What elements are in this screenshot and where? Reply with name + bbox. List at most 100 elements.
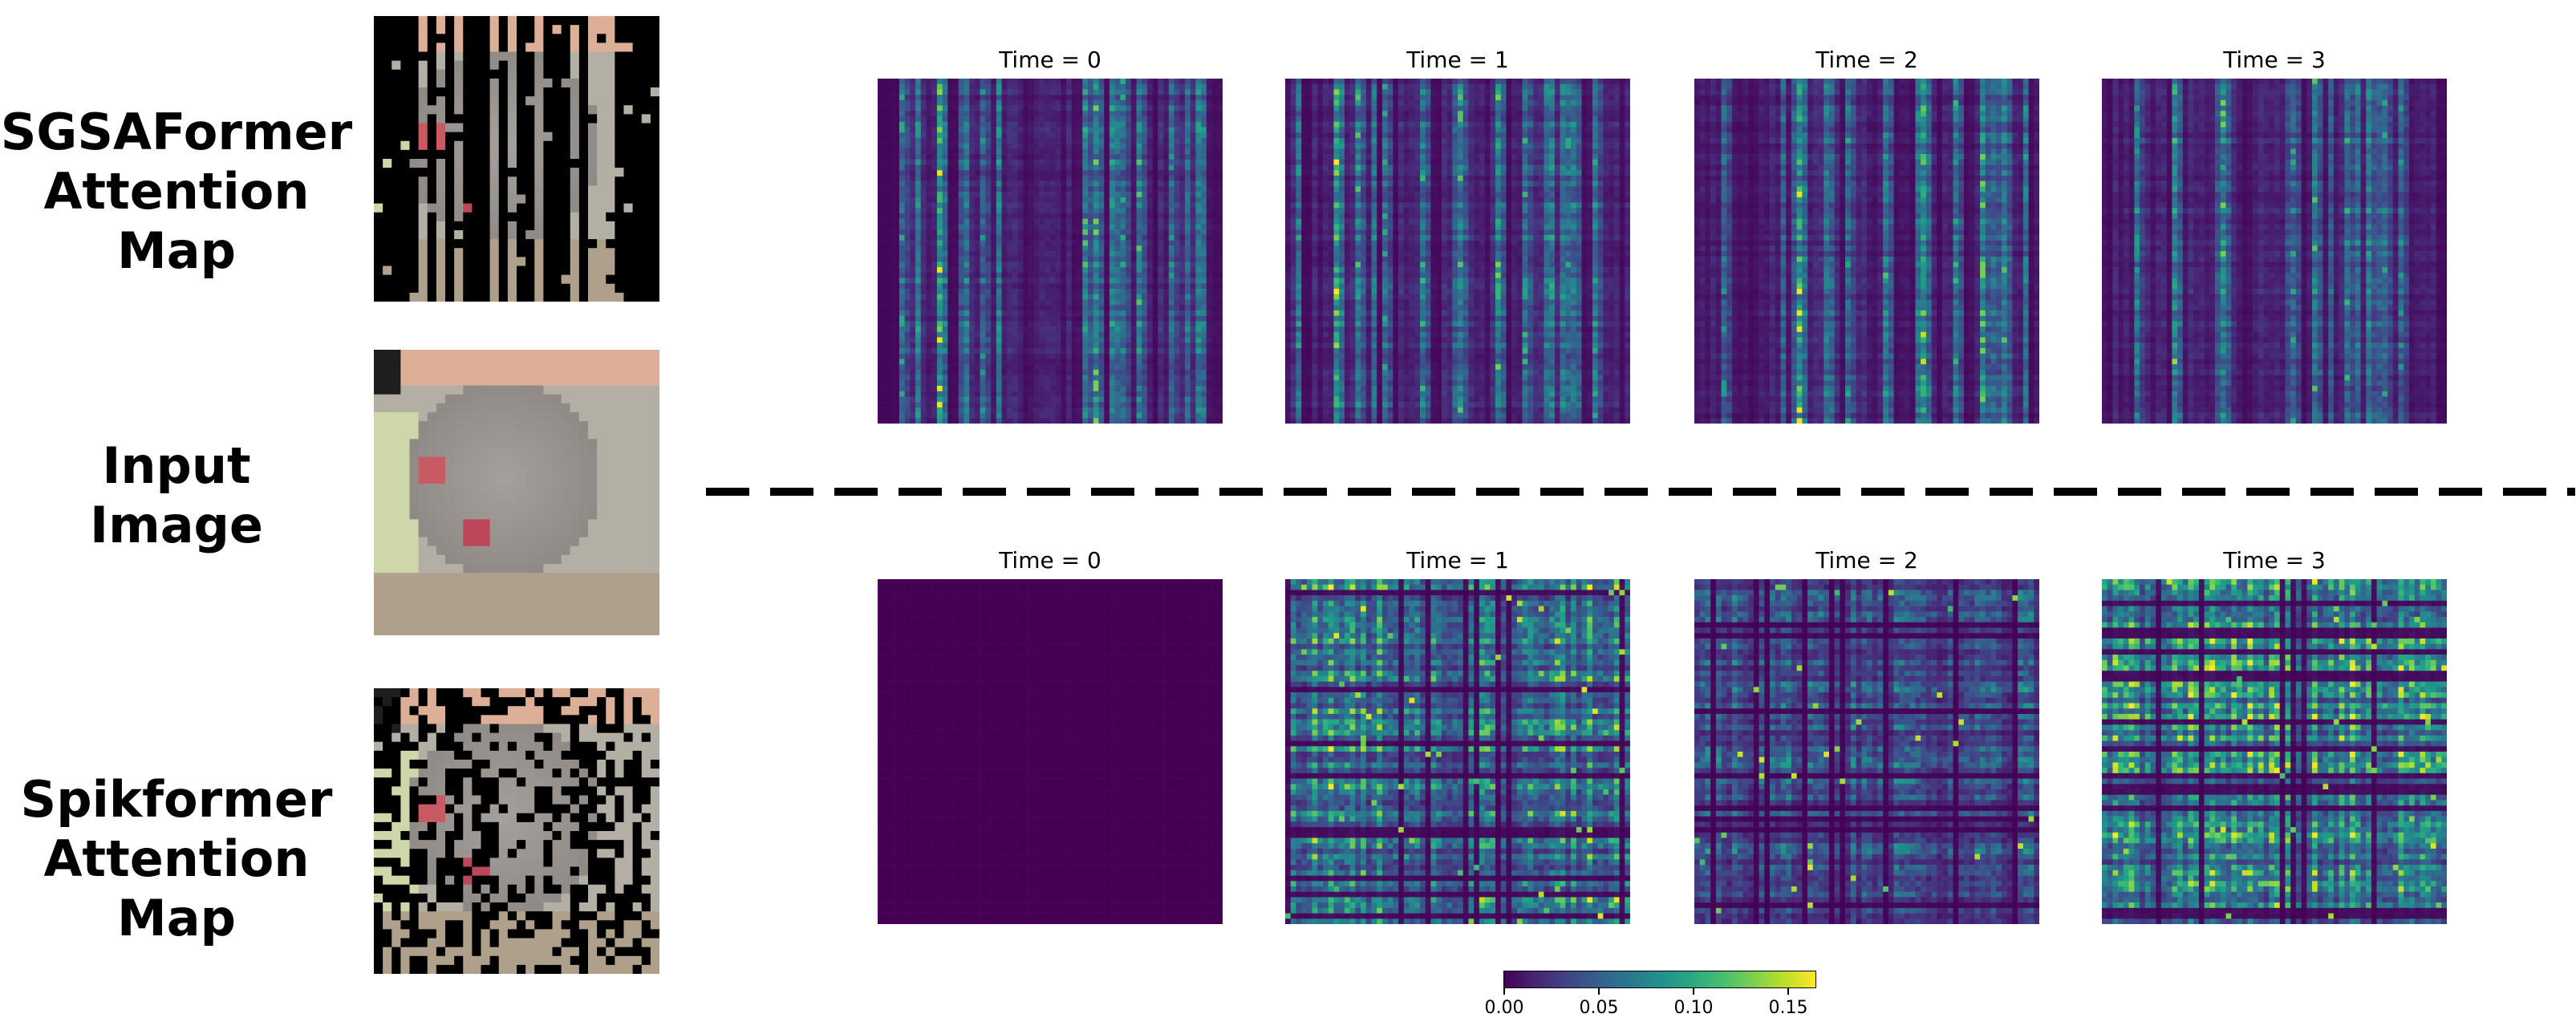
image-pixel — [578, 149, 589, 160]
image-pixel — [391, 938, 401, 948]
heatmap-cell — [1184, 132, 1191, 139]
image-pixel — [409, 938, 420, 948]
image-pixel — [578, 804, 589, 814]
image-pixel — [383, 706, 392, 716]
heatmap-cell — [894, 132, 900, 139]
heatmap-cell — [1163, 111, 1170, 117]
image-pixel — [606, 573, 615, 582]
heatmap-cell — [1206, 224, 1212, 230]
image-pixel — [632, 875, 643, 886]
image-pixel — [525, 573, 535, 582]
image-pixel — [374, 394, 383, 404]
image-pixel — [454, 902, 464, 912]
image-pixel — [588, 804, 598, 814]
image-pixel — [454, 911, 464, 921]
image-pixel — [525, 51, 535, 62]
image-pixel — [588, 367, 598, 377]
image-pixel — [445, 938, 455, 948]
heatmap-cell — [1071, 83, 1077, 90]
image-pixel — [525, 537, 535, 547]
image-pixel — [615, 456, 624, 467]
image-pixel — [615, 448, 624, 457]
heatmap-cell — [1088, 218, 1094, 225]
heatmap-cell — [1195, 202, 1202, 209]
image-pixel — [498, 230, 509, 240]
image-pixel — [641, 367, 651, 377]
image-pixel — [498, 394, 509, 404]
image-pixel — [463, 528, 473, 538]
image-pixel — [374, 283, 383, 294]
image-pixel — [606, 194, 615, 205]
image-pixel — [391, 385, 401, 395]
image-pixel — [498, 947, 509, 957]
image-pixel — [578, 929, 589, 939]
heatmap-cell — [985, 159, 992, 165]
image-pixel — [400, 866, 410, 877]
heatmap-cell — [1028, 116, 1035, 123]
image-pixel — [561, 626, 571, 635]
image-pixel — [606, 929, 615, 939]
heatmap-cell — [953, 213, 959, 219]
image-pixel — [391, 706, 401, 716]
image-pixel — [409, 528, 420, 538]
heatmap-cell — [1109, 148, 1115, 155]
heatmap-cell — [953, 148, 959, 155]
heatmap-cell — [1179, 175, 1186, 181]
heatmap-cell — [1195, 121, 1202, 128]
image-pixel — [418, 87, 428, 97]
image-pixel — [374, 777, 383, 787]
heatmap-cell — [1142, 95, 1148, 101]
heatmap-cell — [1071, 213, 1077, 219]
image-pixel — [525, 194, 535, 205]
image-pixel — [436, 554, 446, 565]
heatmap-cell — [958, 83, 964, 90]
heatmap-cell — [1077, 164, 1083, 171]
heatmap-cell — [1055, 218, 1061, 225]
image-pixel — [489, 367, 500, 377]
image-pixel — [400, 283, 410, 294]
heatmap-cell — [1130, 218, 1137, 225]
heatmap-cell — [985, 213, 992, 219]
heatmap-cell — [1184, 218, 1191, 225]
heatmap-cell — [985, 127, 992, 133]
heatmap-cell — [1152, 192, 1158, 198]
image-pixel — [400, 149, 410, 160]
image-pixel — [374, 938, 383, 948]
heatmap-cell — [1012, 148, 1018, 155]
image-pixel — [489, 266, 500, 276]
image-pixel — [489, 554, 500, 565]
image-pixel — [641, 493, 651, 502]
heatmap-cell — [947, 148, 954, 155]
image-pixel — [588, 123, 598, 133]
image-pixel — [489, 274, 500, 285]
image-pixel — [463, 87, 473, 97]
image-pixel — [623, 96, 634, 106]
heatmap-cell — [882, 127, 889, 133]
heatmap-cell — [1217, 137, 1223, 144]
image-pixel — [606, 528, 615, 538]
heatmap-cell — [996, 213, 1002, 219]
heatmap-cell — [1201, 186, 1207, 193]
image-pixel — [409, 132, 420, 142]
heatmap-cell — [1033, 175, 1040, 181]
image-pixel — [409, 741, 420, 752]
image-pixel — [383, 203, 392, 213]
image-pixel — [650, 706, 659, 716]
image-pixel — [641, 697, 651, 707]
image-pixel — [588, 831, 598, 841]
heatmap-cell — [1012, 132, 1018, 139]
image-pixel — [606, 884, 615, 894]
heatmap-cell — [915, 132, 922, 139]
image-pixel — [650, 51, 659, 62]
image-pixel — [552, 715, 562, 724]
image-pixel — [552, 760, 562, 769]
image-pixel — [391, 430, 401, 440]
heatmap-cell — [1126, 234, 1132, 241]
heatmap-cell — [1136, 208, 1142, 214]
heatmap-cell — [899, 99, 905, 106]
image-pixel — [445, 394, 455, 404]
image-pixel — [400, 185, 410, 195]
image-pixel — [383, 474, 392, 485]
image-pixel — [543, 786, 553, 796]
heatmap-cell — [980, 116, 986, 123]
